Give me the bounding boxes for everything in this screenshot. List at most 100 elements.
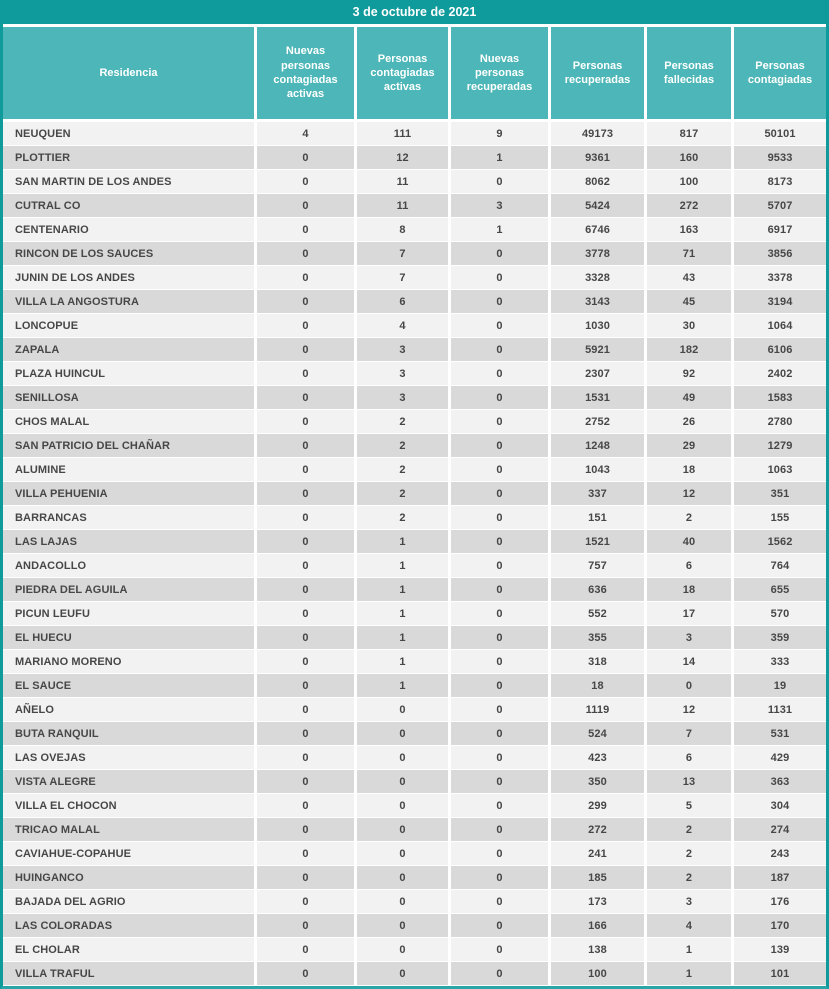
nuevas-recuperadas-cell: 0 <box>451 722 548 745</box>
nuevas-contagiadas-activas-cell: 0 <box>257 866 354 889</box>
table-header-row: Residencia Nuevas personas contagiadas a… <box>3 27 826 119</box>
residencia-cell: PICUN LEUFU <box>3 602 254 625</box>
contagiadas-activas-cell: 1 <box>357 578 448 601</box>
recuperadas-cell: 5424 <box>551 194 644 217</box>
contagiadas-cell: 170 <box>734 914 826 937</box>
contagiadas-activas-cell: 2 <box>357 482 448 505</box>
contagiadas-cell: 2780 <box>734 410 826 433</box>
nuevas-contagiadas-activas-cell: 0 <box>257 266 354 289</box>
nuevas-recuperadas-cell: 9 <box>451 122 548 145</box>
contagiadas-cell: 3194 <box>734 290 826 313</box>
fallecidas-cell: 30 <box>647 314 731 337</box>
nuevas-contagiadas-activas-cell: 0 <box>257 746 354 769</box>
column-header-contagiadas: Personas contagiadas <box>734 27 826 119</box>
residencia-cell: CAVIAHUE-COPAHUE <box>3 842 254 865</box>
column-header-nuevas-recuperadas: Nuevas personas recuperadas <box>451 27 548 119</box>
residencia-cell: BUTA RANQUIL <box>3 722 254 745</box>
fallecidas-cell: 5 <box>647 794 731 817</box>
column-header-residencia: Residencia <box>3 27 254 119</box>
contagiadas-cell: 176 <box>734 890 826 913</box>
column-header-recuperadas: Personas recuperadas <box>551 27 644 119</box>
fallecidas-cell: 1 <box>647 962 731 985</box>
nuevas-recuperadas-cell: 0 <box>451 386 548 409</box>
contagiadas-cell: 50101 <box>734 122 826 145</box>
nuevas-contagiadas-activas-cell: 0 <box>257 386 354 409</box>
nuevas-contagiadas-activas-cell: 0 <box>257 650 354 673</box>
nuevas-recuperadas-cell: 0 <box>451 458 548 481</box>
nuevas-recuperadas-cell: 0 <box>451 842 548 865</box>
fallecidas-cell: 13 <box>647 770 731 793</box>
nuevas-recuperadas-cell: 0 <box>451 290 548 313</box>
contagiadas-activas-cell: 0 <box>357 866 448 889</box>
recuperadas-cell: 173 <box>551 890 644 913</box>
table-row: EL SAUCE 0 1 0 18 0 19 <box>3 674 826 697</box>
recuperadas-cell: 318 <box>551 650 644 673</box>
nuevas-recuperadas-cell: 0 <box>451 362 548 385</box>
contagiadas-activas-cell: 2 <box>357 434 448 457</box>
residencia-cell: SAN MARTIN DE LOS ANDES <box>3 170 254 193</box>
nuevas-recuperadas-cell: 0 <box>451 410 548 433</box>
residencia-cell: TRICAO MALAL <box>3 818 254 841</box>
residencia-cell: LONCOPUE <box>3 314 254 337</box>
table-row: LONCOPUE 0 4 0 1030 30 1064 <box>3 314 826 337</box>
recuperadas-cell: 100 <box>551 962 644 985</box>
nuevas-contagiadas-activas-cell: 0 <box>257 554 354 577</box>
nuevas-recuperadas-cell: 3 <box>451 194 548 217</box>
contagiadas-activas-cell: 7 <box>357 266 448 289</box>
nuevas-contagiadas-activas-cell: 0 <box>257 434 354 457</box>
nuevas-recuperadas-cell: 0 <box>451 938 548 961</box>
fallecidas-cell: 2 <box>647 506 731 529</box>
table-row: CUTRAL CO 0 11 3 5424 272 5707 <box>3 194 826 217</box>
recuperadas-cell: 3328 <box>551 266 644 289</box>
contagiadas-activas-cell: 3 <box>357 362 448 385</box>
residencia-cell: CENTENARIO <box>3 218 254 241</box>
residencia-cell: EL SAUCE <box>3 674 254 697</box>
nuevas-contagiadas-activas-cell: 0 <box>257 362 354 385</box>
contagiadas-cell: 1063 <box>734 458 826 481</box>
residencia-cell: PLAZA HUINCUL <box>3 362 254 385</box>
recuperadas-cell: 3143 <box>551 290 644 313</box>
contagiadas-cell: 363 <box>734 770 826 793</box>
residencia-cell: EL HUECU <box>3 626 254 649</box>
recuperadas-cell: 1521 <box>551 530 644 553</box>
residencia-cell: ANDACOLLO <box>3 554 254 577</box>
recuperadas-cell: 18 <box>551 674 644 697</box>
table-row: RINCON DE LOS SAUCES 0 7 0 3778 71 3856 <box>3 242 826 265</box>
table-row: CHOS MALAL 0 2 0 2752 26 2780 <box>3 410 826 433</box>
recuperadas-cell: 6746 <box>551 218 644 241</box>
table-row: PLAZA HUINCUL 0 3 0 2307 92 2402 <box>3 362 826 385</box>
contagiadas-cell: 1279 <box>734 434 826 457</box>
recuperadas-cell: 49173 <box>551 122 644 145</box>
recuperadas-cell: 552 <box>551 602 644 625</box>
contagiadas-cell: 1562 <box>734 530 826 553</box>
contagiadas-activas-cell: 0 <box>357 938 448 961</box>
residencia-cell: LAS COLORADAS <box>3 914 254 937</box>
recuperadas-cell: 9361 <box>551 146 644 169</box>
nuevas-contagiadas-activas-cell: 0 <box>257 818 354 841</box>
table-row: AÑELO 0 0 0 1119 12 1131 <box>3 698 826 721</box>
contagiadas-cell: 531 <box>734 722 826 745</box>
fallecidas-cell: 1 <box>647 938 731 961</box>
nuevas-recuperadas-cell: 0 <box>451 554 548 577</box>
table-row: PIEDRA DEL AGUILA 0 1 0 636 18 655 <box>3 578 826 601</box>
fallecidas-cell: 7 <box>647 722 731 745</box>
recuperadas-cell: 1248 <box>551 434 644 457</box>
fallecidas-cell: 100 <box>647 170 731 193</box>
table-row: ZAPALA 0 3 0 5921 182 6106 <box>3 338 826 361</box>
table-row: BAJADA DEL AGRIO 0 0 0 173 3 176 <box>3 890 826 913</box>
nuevas-contagiadas-activas-cell: 0 <box>257 410 354 433</box>
residencia-cell: CUTRAL CO <box>3 194 254 217</box>
residencia-cell: RINCON DE LOS SAUCES <box>3 242 254 265</box>
table-row: BARRANCAS 0 2 0 151 2 155 <box>3 506 826 529</box>
contagiadas-activas-cell: 6 <box>357 290 448 313</box>
recuperadas-cell: 8062 <box>551 170 644 193</box>
contagiadas-cell: 9533 <box>734 146 826 169</box>
contagiadas-activas-cell: 0 <box>357 722 448 745</box>
residencia-cell: VILLA LA ANGOSTURA <box>3 290 254 313</box>
recuperadas-cell: 151 <box>551 506 644 529</box>
fallecidas-cell: 92 <box>647 362 731 385</box>
fallecidas-cell: 43 <box>647 266 731 289</box>
recuperadas-cell: 524 <box>551 722 644 745</box>
fallecidas-cell: 163 <box>647 218 731 241</box>
contagiadas-activas-cell: 2 <box>357 410 448 433</box>
